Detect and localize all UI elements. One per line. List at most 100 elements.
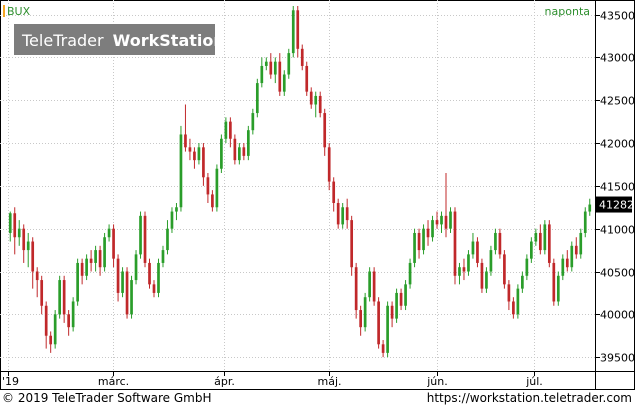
candle-body — [458, 267, 461, 276]
watermark-text: TeleTrader WorkStation — [21, 31, 225, 50]
candle-body — [206, 177, 210, 195]
x-tick-label: ápr. — [214, 375, 235, 388]
candle-body — [525, 258, 529, 276]
candle-body — [296, 10, 300, 49]
candle-body — [112, 228, 115, 259]
symbol-label[interactable]: BUX — [7, 5, 31, 18]
candle-body — [444, 215, 448, 229]
candle-body — [67, 314, 70, 328]
candle-body — [318, 95, 322, 114]
candle-body — [238, 147, 241, 161]
candle-body — [139, 215, 142, 255]
frequency-label[interactable]: naponta — [545, 5, 590, 18]
candle-body — [449, 211, 452, 229]
y-tick-label: 41500 — [600, 181, 635, 194]
candle-body — [300, 48, 304, 66]
candle-body — [242, 147, 246, 156]
candle-body — [467, 254, 470, 272]
candle-body — [53, 314, 57, 345]
candle-body — [35, 271, 39, 281]
chart-frame — [0, 0, 635, 390]
candle-body — [435, 220, 439, 225]
candle-body — [426, 228, 430, 238]
candle-body — [543, 224, 547, 251]
candle-body — [341, 207, 345, 225]
candle-body — [413, 232, 416, 263]
candle-body — [309, 91, 313, 105]
candle-body — [552, 262, 556, 302]
candle-body — [251, 113, 255, 131]
candle-body — [85, 258, 88, 276]
candle-body — [31, 241, 35, 272]
candle-body — [143, 215, 147, 263]
watermark-product: WorkStation — [113, 31, 225, 50]
candle-body — [381, 344, 385, 353]
candle-body — [89, 258, 93, 263]
y-tick-label: 40500 — [600, 267, 635, 280]
candle-body — [565, 258, 569, 268]
candle-body — [103, 237, 106, 268]
y-tick-label: 39500 — [600, 352, 635, 365]
candle-body — [512, 301, 515, 315]
candle-body — [94, 250, 97, 263]
candle-body — [431, 220, 434, 238]
candle-body — [130, 280, 133, 315]
candle-body — [260, 65, 264, 84]
y-tick-label: 40000 — [600, 309, 635, 322]
candle-body — [399, 292, 403, 306]
candle-body — [408, 262, 412, 285]
y-axis-ticks: 39500 40000 40500 41000 41500 42000 42500 43000… — [595, 10, 635, 365]
watermark-box — [14, 24, 215, 55]
y-tick-label: 43000 — [600, 52, 635, 65]
candle-body — [530, 241, 533, 259]
candle-body — [498, 232, 502, 255]
candle-body — [390, 305, 394, 319]
candle-body — [107, 228, 111, 238]
candle-body — [462, 267, 466, 272]
candle-body — [17, 228, 21, 238]
symbol-marker — [3, 5, 5, 17]
candle-body — [193, 151, 196, 161]
candle-body — [377, 301, 380, 345]
candle-body — [220, 138, 223, 169]
last-price-marker: 41282 — [596, 196, 634, 213]
candle-body — [13, 213, 17, 238]
candle-body — [579, 232, 583, 255]
candle-body — [211, 194, 214, 208]
candle-body — [556, 275, 560, 302]
x-tick-label: márc. — [98, 375, 129, 388]
grid — [0, 0, 595, 371]
footer-url[interactable]: https://workstation.teletrader.com — [426, 391, 632, 405]
candle-body — [476, 241, 479, 263]
candle-body — [386, 305, 389, 353]
candle-body — [453, 211, 457, 276]
candle-body — [323, 113, 327, 148]
candle-body — [583, 211, 587, 233]
candle-body — [170, 211, 174, 229]
candle-body — [354, 267, 358, 311]
watermark-brand: TeleTrader — [21, 31, 104, 50]
candle-body — [372, 271, 376, 302]
candle-body — [278, 61, 282, 92]
candle-body — [538, 232, 542, 251]
candle-body — [184, 134, 187, 148]
candle-body — [368, 271, 371, 298]
candle-body — [282, 74, 286, 92]
candle-body — [314, 95, 318, 105]
candle-body — [516, 288, 520, 315]
candle-body — [422, 228, 425, 251]
candle-body — [188, 147, 192, 152]
watermark: TeleTrader WorkStation — [14, 24, 225, 55]
candle-body — [395, 292, 398, 319]
x-axis-ticks: '19 márc. ápr. máj. jún. júl. — [2, 371, 543, 388]
candle-body — [98, 250, 102, 268]
y-tick-label: 42500 — [600, 95, 635, 108]
candle-body — [503, 254, 506, 285]
candle-body — [161, 250, 165, 263]
candle-body — [521, 275, 524, 289]
x-tick-label: jún. — [426, 375, 448, 388]
x-tick-label: máj. — [317, 375, 341, 388]
candle-body — [336, 202, 340, 225]
candle-body — [269, 61, 273, 75]
